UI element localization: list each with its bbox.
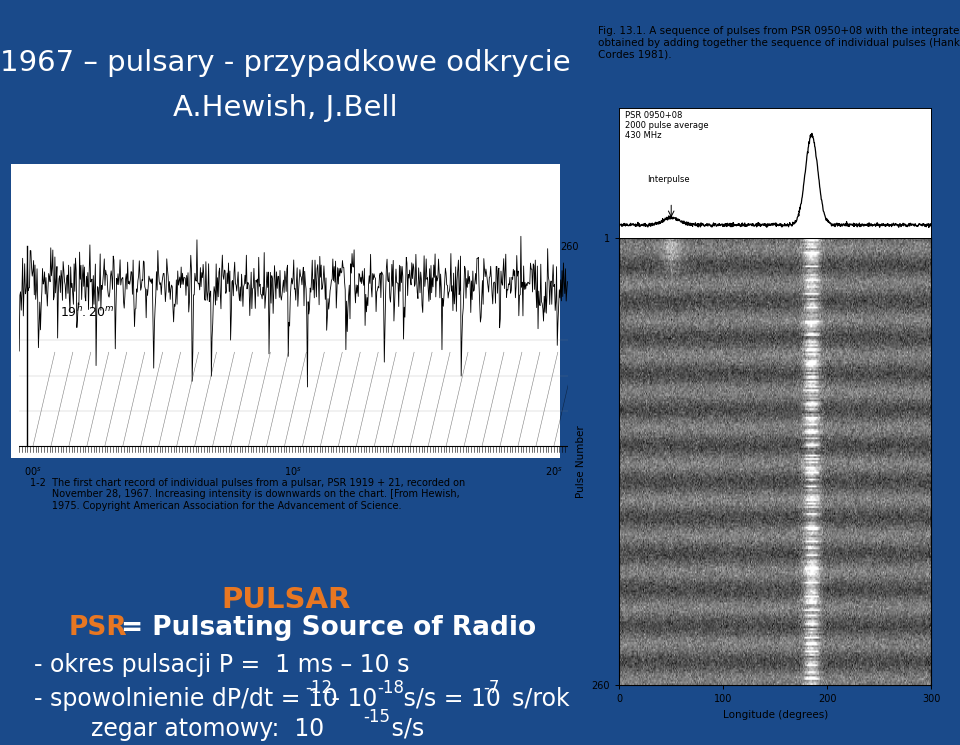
- Y-axis label: Pulse Number: Pulse Number: [576, 425, 587, 498]
- Text: s/s: s/s: [384, 717, 424, 741]
- Text: 00$^s$: 00$^s$: [24, 466, 42, 478]
- Text: -18: -18: [377, 679, 404, 697]
- Text: 260: 260: [560, 242, 579, 253]
- Text: -15: -15: [363, 708, 390, 726]
- Text: $19^h.20^m$: $19^h.20^m$: [60, 304, 114, 320]
- Text: 20$^s$: 20$^s$: [545, 466, 563, 478]
- X-axis label: Longitude (degrees): Longitude (degrees): [723, 710, 828, 720]
- Text: - 10: - 10: [324, 687, 378, 711]
- FancyBboxPatch shape: [12, 164, 560, 458]
- Text: -7: -7: [483, 679, 499, 697]
- Text: 1-2  The first chart record of individual pulses from a pulsar, PSR 1919 + 21, r: 1-2 The first chart record of individual…: [30, 478, 466, 511]
- Text: Fig. 13.1. A sequence of pulses from PSR 0950+08 with the integrated 
obtained b: Fig. 13.1. A sequence of pulses from PSR…: [598, 26, 960, 60]
- Text: - okres pulsacji P =  1 ms – 10 s: - okres pulsacji P = 1 ms – 10 s: [35, 653, 410, 676]
- Text: 1967 – pulsary - przypadkowe odkrycie: 1967 – pulsary - przypadkowe odkrycie: [0, 49, 571, 77]
- Text: zegar atomowy:  10: zegar atomowy: 10: [91, 717, 324, 741]
- Text: PULSAR: PULSAR: [221, 586, 350, 614]
- Text: s/s = 10: s/s = 10: [396, 687, 501, 711]
- Text: = Pulsating Source of Radio: = Pulsating Source of Radio: [111, 615, 536, 641]
- Text: -12: -12: [305, 679, 332, 697]
- Text: - spowolnienie dP/dt = 10: - spowolnienie dP/dt = 10: [35, 687, 338, 711]
- Text: s/rok: s/rok: [497, 687, 570, 711]
- Text: 10$^s$: 10$^s$: [284, 466, 302, 478]
- Text: Interpulse: Interpulse: [647, 175, 690, 184]
- Text: A.Hewish, J.Bell: A.Hewish, J.Bell: [174, 94, 397, 122]
- Text: PSR 0950+08
2000 pulse average
430 MHz: PSR 0950+08 2000 pulse average 430 MHz: [626, 110, 709, 140]
- Text: PSR: PSR: [68, 615, 127, 641]
